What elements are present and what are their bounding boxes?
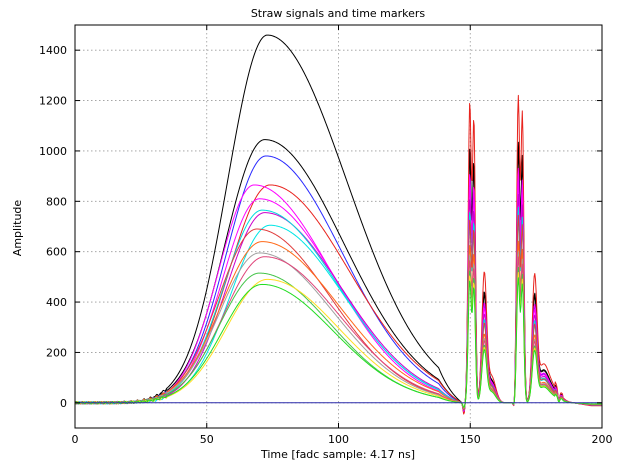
y-tick-label: 1000 (39, 145, 67, 158)
x-tick-label: 50 (200, 433, 214, 446)
ticks: 0 50 100 150 200 0 200 400 600 800 1000 1200 1400 (39, 25, 613, 446)
x-tick-label: 0 (72, 433, 79, 446)
series-line (74, 277, 602, 408)
y-tick-label: 600 (46, 246, 67, 259)
y-tick-label: 400 (46, 296, 67, 309)
x-tick-label: 150 (460, 433, 481, 446)
x-tick-label: 200 (592, 433, 613, 446)
y-tick-label: 1400 (39, 44, 67, 57)
series-layer (74, 34, 602, 415)
y-tick-label: 200 (46, 346, 67, 359)
chart-title: Straw signals and time markers (251, 7, 426, 20)
y-tick-label: 1200 (39, 95, 67, 108)
x-axis-label: Time [fadc sample: 4.17 ns] (260, 448, 415, 461)
y-tick-label: 800 (46, 195, 67, 208)
x-tick-label: 100 (328, 433, 349, 446)
y-axis-label: Amplitude (11, 200, 24, 257)
y-tick-label: 0 (60, 397, 67, 410)
